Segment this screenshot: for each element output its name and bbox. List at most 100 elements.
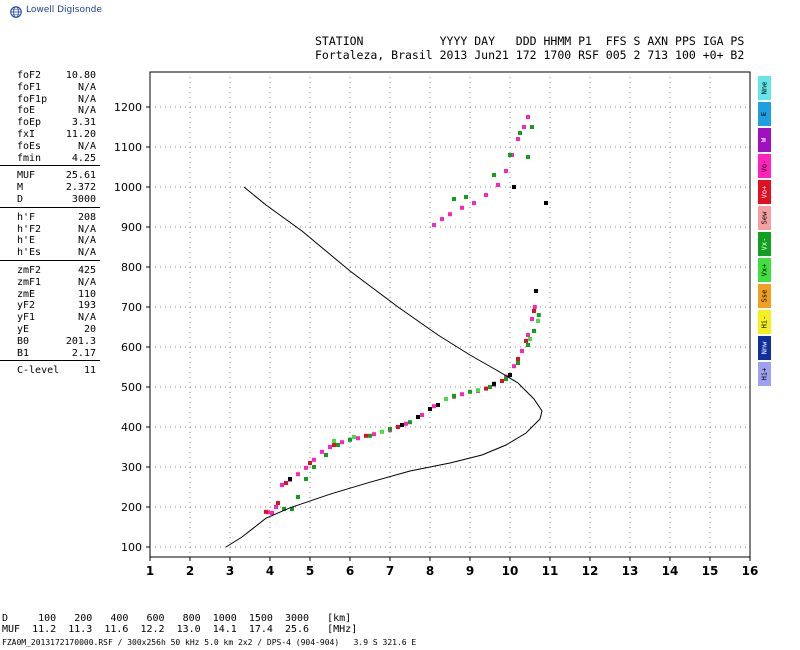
param-row: zmF2 425: [0, 265, 100, 277]
param-name: B1: [17, 347, 30, 359]
x-tick-label: 16: [742, 564, 759, 578]
echo-point: [264, 509, 268, 514]
x-tick-label: 4: [266, 564, 274, 578]
legend-item: W: [758, 128, 771, 152]
brand-name: Lowell Digisonde: [26, 5, 102, 15]
echo-point: [492, 173, 496, 177]
param-row: foF1 N/A: [0, 82, 100, 94]
station-header: STATION YYYY DAY DDD HHMM P1 FFS S AXN P…: [315, 34, 744, 62]
param-separator: [0, 165, 100, 169]
x-tick-label: 12: [582, 564, 599, 578]
param-name: zmF1: [17, 276, 42, 288]
param-row: yF2 193: [0, 300, 100, 312]
param-name: M: [17, 182, 24, 194]
legend-label: E: [760, 111, 769, 117]
param-row: zmE 110: [0, 289, 100, 301]
x-tick-label: 15: [702, 564, 719, 578]
echo-point: [492, 381, 496, 386]
param-name: foEp: [17, 117, 42, 129]
x-tick-label: 6: [346, 564, 354, 578]
echo-point: [504, 377, 508, 381]
echo-point: [444, 397, 448, 401]
param-value: 425: [77, 264, 96, 276]
x-tick-label: 14: [662, 564, 679, 578]
y-tick-label: 200: [121, 501, 142, 514]
echo-point: [526, 155, 530, 159]
param-value: 208: [77, 211, 96, 223]
echo-point: [518, 131, 522, 135]
echo-point: [460, 392, 464, 397]
y-tick-label: 600: [121, 341, 142, 354]
param-name: yF2: [17, 300, 36, 312]
y-tick-label: 300: [121, 461, 142, 474]
legend-label: Nnw: [760, 341, 769, 355]
echo-point: [336, 443, 340, 447]
param-value: N/A: [77, 93, 96, 105]
echo-point: [512, 185, 516, 189]
echo-point: [528, 337, 532, 341]
echo-point: [332, 439, 336, 443]
echo-point: [274, 505, 278, 509]
legend-label: Sse: [760, 289, 769, 303]
param-separator: [0, 206, 100, 211]
scaled-parameters-panel: foF2 10.80 foF1 N/A foF1p N/A foE N/A foEp 3.31 fx…: [0, 70, 100, 377]
brand-logo: Lowell Digisonde: [6, 4, 146, 26]
echo-point: [416, 415, 420, 419]
echo-point: [526, 115, 530, 119]
y-tick-label: 500: [121, 381, 142, 394]
param-name: yF1: [17, 312, 36, 324]
param-value: N/A: [77, 247, 96, 259]
echo-point: [460, 205, 464, 210]
legend-item: Vx+: [758, 258, 771, 282]
param-name: h'F: [17, 211, 36, 223]
param-value: 3.31: [71, 117, 96, 129]
echo-point: [508, 373, 512, 377]
y-tick-label: 900: [121, 221, 142, 234]
echo-point: [516, 137, 520, 141]
echo-point: [512, 364, 516, 369]
y-tick-label: 400: [121, 421, 142, 434]
echo-point: [284, 481, 288, 485]
x-tick-label: 7: [386, 564, 394, 578]
param-row: foF1p N/A: [0, 94, 100, 106]
echo-point: [304, 465, 308, 470]
echo-point: [520, 349, 524, 353]
param-row: MUF 25.61: [0, 170, 100, 182]
y-tick-label: 1200: [114, 101, 142, 114]
param-row: foEs N/A: [0, 141, 100, 153]
param-value: N/A: [77, 235, 96, 247]
param-value: 3000: [71, 193, 96, 205]
param-row: fmin 4.25: [0, 153, 100, 165]
echo-point: [484, 193, 488, 197]
echo-point: [282, 507, 286, 511]
echo-point: [312, 457, 316, 462]
echo-point: [516, 361, 520, 365]
echo-point: [452, 197, 456, 201]
param-value: N/A: [77, 140, 96, 152]
legend-label: Vx+: [760, 263, 769, 277]
echo-point: [432, 404, 436, 409]
param-name: foEs: [17, 140, 42, 152]
x-tick-label: 5: [306, 564, 314, 578]
file-info-footer: FZA0M_2013172170000.RSF / 300x256h 50 kH…: [2, 638, 417, 647]
param-name: B0: [17, 335, 30, 347]
legend-item: Vx-: [758, 232, 771, 256]
legend-item: Nnw: [758, 336, 771, 360]
legend-label: Hi+: [760, 367, 769, 381]
param-value: N/A: [77, 276, 96, 288]
param-row: h'Es N/A: [0, 247, 100, 259]
param-row: h'F 208: [0, 212, 100, 224]
param-row: yE 20: [0, 324, 100, 336]
echo-point: [534, 289, 538, 293]
echo-point: [340, 440, 344, 445]
param-value: 10.80: [65, 70, 96, 81]
echo-point: [324, 453, 328, 457]
param-row: h'E N/A: [0, 235, 100, 247]
globe-icon: [10, 6, 22, 18]
echo-point: [448, 212, 452, 217]
param-value: 20: [83, 323, 96, 335]
echo-point: [508, 153, 512, 157]
param-row: foEp 3.31: [0, 117, 100, 129]
legend-item: Nne: [758, 76, 771, 100]
